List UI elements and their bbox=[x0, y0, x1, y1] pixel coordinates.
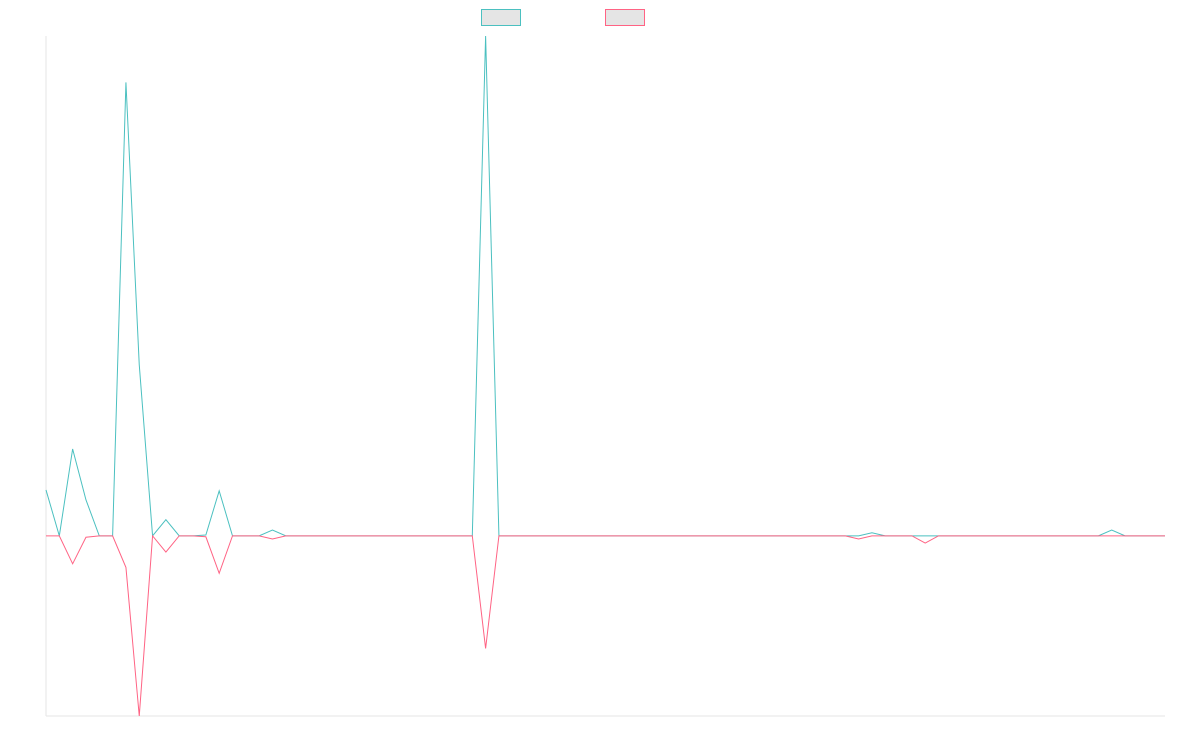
legend-swatch-series-2[interactable] bbox=[605, 9, 645, 26]
series-2-line bbox=[46, 534, 1165, 717]
legend-swatch-series-1[interactable] bbox=[481, 9, 521, 26]
series-1-line bbox=[45, 35, 1165, 538]
chart-axes bbox=[45, 36, 1165, 717]
series-layer bbox=[45, 35, 1165, 717]
legend[interactable] bbox=[481, 9, 645, 26]
